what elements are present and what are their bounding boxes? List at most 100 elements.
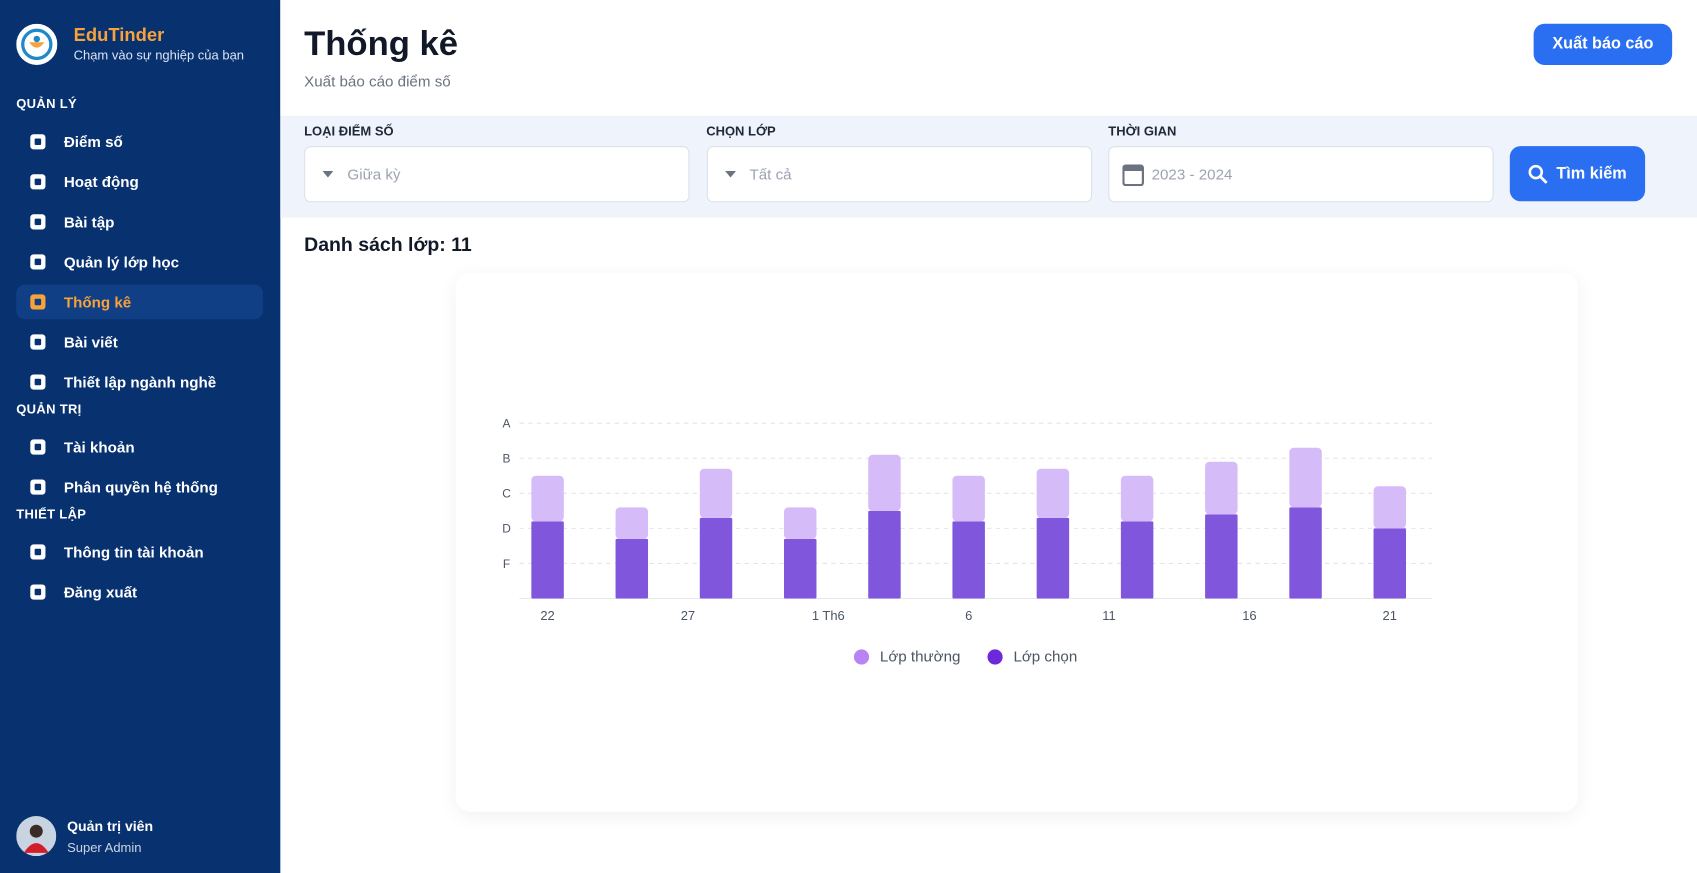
y-tick-label: C: [502, 487, 511, 501]
bar-segment: [1373, 528, 1407, 599]
menu-item[interactable]: Bài viết: [16, 325, 263, 360]
page-title: Thống kê: [304, 23, 459, 63]
search-label: Tìm kiếm: [1556, 164, 1627, 183]
filter-label: CHỌN LỚP: [706, 123, 776, 139]
bar-segment: [1289, 507, 1322, 599]
bar-segment: [531, 521, 564, 599]
menu-icon: [30, 544, 46, 560]
bar-segment: [615, 507, 649, 539]
menu-item[interactable]: Tài khoản: [16, 430, 263, 465]
menu-label: Bài viết: [63, 333, 118, 351]
menu-item[interactable]: Bài tập: [16, 205, 263, 240]
menu-icon: [30, 439, 46, 455]
tagline: Chạm vào sự nghiệp của bạn: [73, 47, 245, 63]
bar-segment: [1036, 468, 1070, 518]
bar-segment: [868, 454, 901, 511]
y-tick-label: B: [503, 452, 511, 466]
menu-item[interactable]: Phân quyền hệ thống: [16, 470, 263, 505]
menu-icon: [30, 174, 46, 190]
avatar: [16, 816, 57, 857]
filter-input[interactable]: Giữa kỳ: [304, 146, 690, 203]
x-tick-label: 27: [681, 608, 695, 623]
menu-label: Hoạt động: [63, 173, 139, 191]
menu-item[interactable]: Đăng xuất: [16, 575, 263, 610]
menu-label: Điểm số: [63, 133, 123, 151]
menu-label: Thiết lập ngành nghề: [63, 373, 217, 391]
menu-item[interactable]: Điểm số: [16, 124, 263, 159]
bar-segment: [1289, 447, 1322, 508]
filter-value: Tất cả: [749, 165, 792, 183]
bar-segment: [699, 517, 733, 599]
bar-segment: [952, 475, 985, 522]
bar-segment: [868, 510, 901, 599]
menu-icon: [30, 479, 46, 495]
search-icon: [1528, 164, 1548, 184]
filter-bar: Tìm kiếm LOẠI ĐIỂM SỐ Giữa kỳ CHỌN LỚP Tất …: [280, 115, 1697, 218]
search-button[interactable]: Tìm kiếm: [1509, 146, 1646, 202]
bar-segment: [1205, 461, 1238, 515]
bar-segment: [784, 538, 817, 599]
bar-segment: [1205, 514, 1238, 599]
export-button[interactable]: Xuất báo cáo: [1533, 23, 1673, 65]
header: Thống kê Xuất báo cáo điểm số Xuất báo c…: [280, 0, 1697, 116]
filter-value: Giữa kỳ: [347, 165, 401, 183]
filter-value: 2023 - 2024: [1151, 165, 1233, 183]
menu-item[interactable]: Quản lý lớp học: [16, 245, 263, 280]
menu-icon: [30, 214, 46, 230]
class-count: Danh sách lớp: 11: [304, 233, 472, 256]
menu-label: Quản lý lớp học: [63, 253, 180, 271]
menu-icon: [30, 254, 46, 270]
x-tick-label: 1 Th6: [812, 608, 845, 623]
bar-segment: [952, 521, 985, 599]
calendar-icon: [1122, 164, 1144, 187]
logo: [16, 23, 58, 65]
x-tick-label: 22: [540, 608, 554, 623]
menu-label: Thông tin tài khoản: [63, 543, 204, 561]
sidebar: EduTinder Chạm vào sự nghiệp của bạn QUẢ…: [0, 0, 281, 873]
filter-label: LOẠI ĐIỂM SỐ: [304, 123, 394, 139]
section-title: THIẾT LẬP: [16, 506, 87, 522]
legend-swatch: [987, 649, 1003, 665]
bar-segment: [699, 468, 733, 518]
x-tick-label: 16: [1242, 608, 1256, 623]
filter-input[interactable]: 2023 - 2024: [1108, 146, 1494, 203]
legend-label: Lớp thường: [880, 648, 961, 665]
menu-icon: [30, 584, 46, 600]
menu-label: Phân quyền hệ thống: [63, 478, 218, 496]
menu-icon: [30, 334, 46, 350]
menu-label: Bài tập: [63, 213, 115, 231]
dropdown-icon: [322, 171, 334, 178]
menu-item[interactable]: Thông tin tài khoản: [16, 535, 263, 570]
user-name: Quản trị viên: [67, 818, 154, 835]
bar-segment: [615, 538, 649, 599]
menu-icon: [30, 294, 46, 310]
x-tick-label: 11: [1102, 608, 1115, 623]
bar-segment: [1120, 475, 1154, 522]
menu-item[interactable]: Thiết lập ngành nghề: [16, 365, 263, 400]
page-subtitle: Xuất báo cáo điểm số: [304, 72, 451, 90]
y-tick-label: F: [503, 557, 510, 571]
menu-label: Thống kê: [63, 293, 132, 311]
legend-swatch: [853, 649, 870, 665]
menu-label: Đăng xuất: [63, 583, 138, 601]
menu-icon: [30, 134, 46, 150]
bar-segment: [531, 475, 564, 522]
filter-input[interactable]: Tất cả: [706, 146, 1092, 203]
menu-label: Tài khoản: [63, 438, 135, 456]
brand: EduTinder: [73, 24, 165, 46]
x-tick-label: 6: [965, 608, 972, 623]
user-role: Super Admin: [67, 839, 142, 856]
y-tick-label: D: [502, 522, 511, 536]
bar-segment: [1373, 486, 1407, 529]
bar-segment: [1036, 517, 1070, 599]
section-title: QUẢN TRỊ: [16, 401, 82, 417]
x-tick-label: 21: [1383, 608, 1397, 623]
menu-item[interactable]: Hoạt động: [16, 165, 263, 200]
bar-segment: [784, 507, 817, 539]
section-title: QUẢN LÝ: [16, 96, 77, 112]
legend-label: Lớp chọn: [1013, 648, 1077, 665]
menu-item[interactable]: Thống kê: [16, 284, 263, 320]
